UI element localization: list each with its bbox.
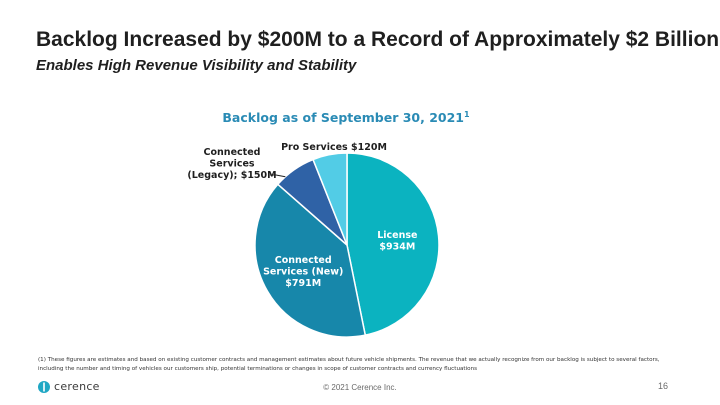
slide-title: Backlog Increased by $200M to a Record o…	[36, 28, 720, 51]
pie-label-line: Connected	[275, 255, 332, 266]
chart-title-footnote-mark: 1	[464, 110, 470, 119]
pie-label-line: Services	[209, 159, 254, 170]
pie-label-line: $934M	[379, 242, 415, 253]
chart-title: Backlog as of September 30, 20211	[0, 110, 692, 125]
pie-label-line: Connected	[204, 147, 261, 158]
pie-label-line: License	[377, 230, 417, 241]
pie-label-connected-services-new: Connected Services (New) $791M	[263, 255, 343, 289]
pie-label-line: Pro Services $120M	[281, 142, 387, 153]
pie-label-line: $791M	[285, 278, 321, 289]
pie-slice-pro-services	[312, 152, 348, 246]
slide-subtitle: Enables High Revenue Visibility and Stab…	[36, 57, 357, 74]
copyright: © 2021 Cerence Inc.	[323, 383, 397, 392]
leader-line-connected-services-legacy	[270, 174, 286, 178]
cerence-logo: cerence	[38, 380, 100, 393]
cerence-logo-icon	[38, 380, 50, 393]
chart-title-text: Backlog as of September 30, 2021	[222, 110, 465, 126]
footnote: (1) These figures are estimates and base…	[38, 357, 660, 372]
page-number: 16	[657, 381, 668, 391]
pie-label-line: Services (New)	[263, 266, 343, 277]
pie-slice-license	[346, 152, 440, 337]
pie-label-license: License $934M	[377, 230, 417, 253]
pie-label-line: (Legacy); $150M	[187, 170, 276, 181]
pie-slice-connected-services-new	[254, 183, 367, 338]
pie-label-pro-services: Pro Services $120M	[281, 142, 387, 153]
pie-label-connected-services-legacy: Connected Services (Legacy); $150M	[187, 147, 276, 181]
cerence-logo-text: cerence	[54, 380, 100, 393]
